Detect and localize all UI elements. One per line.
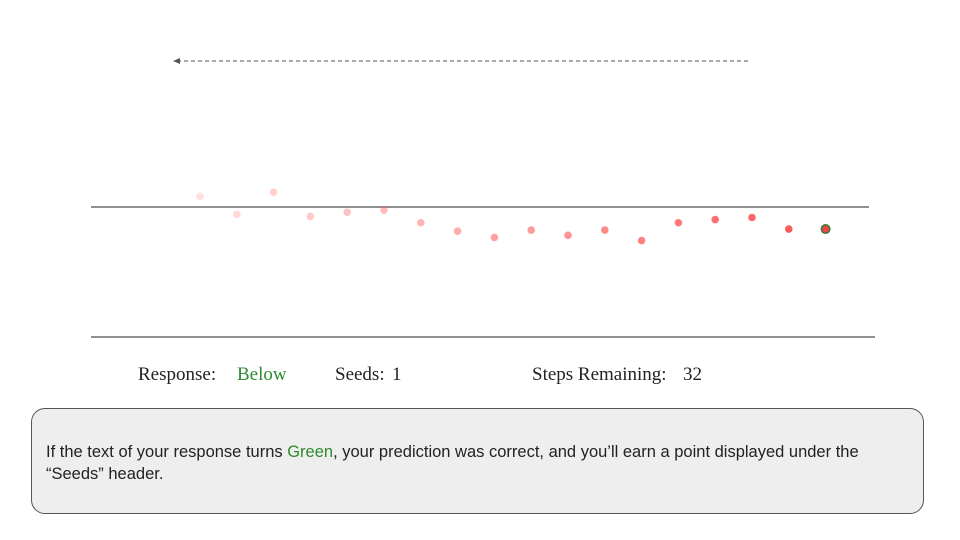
trajectory-dot — [343, 208, 352, 217]
trajectory-dot — [564, 231, 572, 240]
prediction-stage — [91, 58, 875, 338]
trajectory-dot — [748, 213, 756, 222]
steps-remaining-value: 32 — [683, 364, 702, 385]
status-bar: Response: Below Seeds: 1 Steps Remaining… — [0, 364, 960, 388]
trajectory-dot — [490, 233, 499, 242]
trajectory-dot — [269, 188, 278, 197]
instruction-green-word: Green — [287, 443, 334, 461]
seeds-label: Seeds: — [335, 364, 385, 385]
instruction-text-end: , your prediction was correct, and you’l… — [46, 443, 859, 483]
trajectory-dot — [711, 215, 719, 224]
trajectory-dot — [233, 210, 241, 219]
instruction-text: If the text of your response turns — [46, 443, 288, 461]
trajectory-dot — [380, 206, 388, 214]
current-position-dot — [820, 224, 831, 235]
trajectory-dots — [196, 188, 831, 245]
response-label: Response: — [138, 364, 217, 385]
trajectory-dot — [601, 226, 609, 234]
trajectory-dot — [453, 227, 462, 235]
trajectory-dot — [417, 218, 425, 227]
steps-remaining-label: Steps Remaining: — [532, 364, 667, 385]
trajectory-dot — [674, 218, 683, 227]
direction-arrow — [173, 58, 748, 64]
response-value: Below — [237, 364, 287, 385]
instruction-box: If the text of your response turns Green… — [31, 408, 924, 514]
trajectory-dot — [785, 225, 793, 233]
seeds-value: 1 — [392, 364, 402, 385]
trajectory-dot — [527, 226, 535, 234]
trajectory-dot — [196, 192, 204, 201]
trajectory-dot — [306, 212, 315, 221]
trajectory-dot — [637, 236, 646, 245]
